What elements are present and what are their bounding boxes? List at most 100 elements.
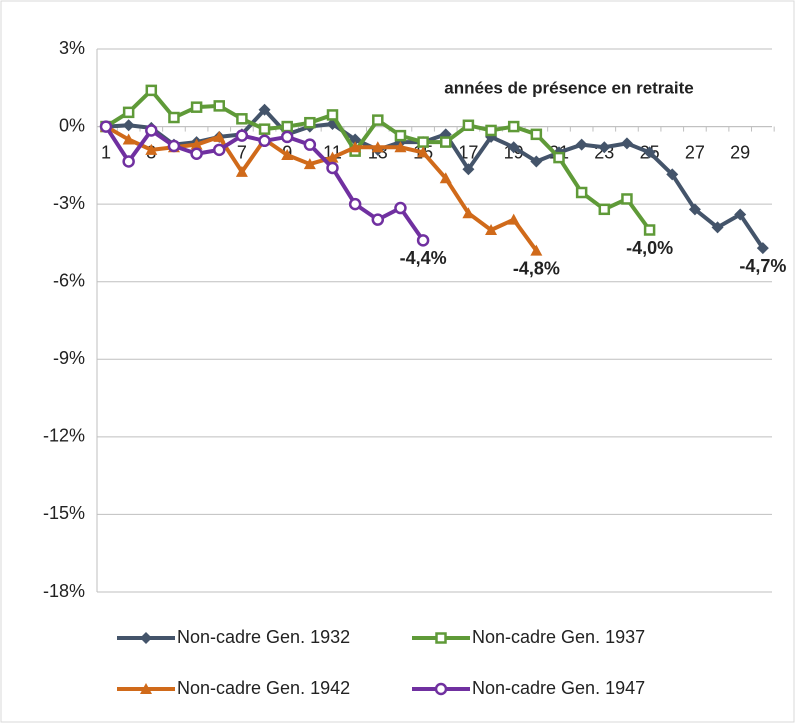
marker: [553, 151, 565, 164]
y-tick-label: -18%: [43, 581, 85, 601]
marker: [530, 155, 543, 168]
y-tick-label: -15%: [43, 503, 85, 523]
y-tick-label: 3%: [59, 38, 85, 58]
x-tick-label: 17: [458, 142, 478, 162]
series: -4,0%: [100, 84, 673, 258]
marker: [122, 106, 135, 119]
marker: [281, 149, 294, 161]
marker: [507, 213, 520, 225]
marker: [417, 136, 429, 148]
marker: [348, 197, 362, 211]
marker: [122, 133, 135, 145]
marker: [303, 158, 316, 170]
marker: [575, 138, 588, 151]
marker: [530, 244, 543, 256]
x-tick-label: 7: [237, 142, 247, 162]
marker: [213, 143, 226, 157]
x-tick-label: 29: [730, 142, 750, 162]
marker: [167, 139, 181, 153]
legend-label: Non-cadre Gen. 1937: [472, 627, 645, 647]
y-tick-label: -12%: [43, 426, 85, 446]
marker: [434, 682, 448, 696]
end-label: -4,8%: [513, 258, 560, 278]
marker: [213, 130, 226, 142]
chart-title: années de présence en retraite: [444, 78, 693, 97]
marker: [349, 141, 362, 153]
marker: [145, 143, 158, 155]
marker: [258, 103, 271, 116]
legend-label: Non-cadre Gen. 1947: [472, 678, 645, 698]
marker: [394, 141, 407, 153]
marker: [666, 168, 679, 181]
marker: [688, 203, 701, 216]
marker: [372, 114, 384, 126]
end-label: -4,7%: [739, 256, 786, 276]
x-tick-label: 1: [101, 142, 111, 162]
marker: [258, 123, 271, 135]
marker: [190, 147, 203, 160]
marker: [235, 165, 248, 177]
marker: [462, 207, 475, 219]
marker: [598, 203, 611, 216]
marker: [168, 111, 180, 124]
marker: [99, 120, 113, 133]
marker: [190, 138, 203, 150]
legend-label: Non-cadre Gen. 1932: [177, 627, 350, 647]
end-label: -4,0%: [626, 238, 673, 258]
marker: [326, 161, 339, 175]
marker: [236, 113, 248, 125]
marker: [485, 124, 497, 137]
marker: [575, 186, 588, 199]
marker: [326, 151, 339, 163]
marker: [643, 224, 656, 236]
marker: [235, 129, 249, 142]
marker: [417, 146, 430, 158]
marker: [756, 242, 769, 255]
marker: [598, 141, 611, 154]
marker: [371, 141, 384, 153]
marker: [620, 137, 633, 150]
marker: [734, 208, 747, 221]
marker: [304, 116, 316, 129]
marker: [145, 124, 158, 137]
marker: [122, 119, 135, 132]
marker: [439, 172, 452, 184]
marker: [485, 224, 498, 235]
marker: [435, 632, 447, 644]
y-tick-label: -6%: [53, 270, 85, 290]
end-label: -4,4%: [400, 248, 447, 268]
marker: [213, 100, 225, 112]
marker: [281, 120, 293, 133]
marker: [462, 163, 475, 176]
x-tick-label: 27: [685, 142, 705, 162]
marker: [507, 120, 520, 133]
marker: [145, 84, 158, 97]
marker: [190, 101, 203, 113]
marker: [394, 129, 407, 142]
marker: [258, 134, 271, 148]
series: -4,4%: [99, 120, 447, 268]
legend-label: Non-cadre Gen. 1942: [177, 678, 350, 698]
marker: [122, 155, 135, 168]
marker: [440, 136, 452, 148]
marker: [371, 213, 385, 226]
marker: [530, 128, 543, 141]
marker: [394, 201, 407, 215]
y-tick-label: -9%: [53, 348, 85, 368]
marker: [140, 632, 152, 644]
y-tick-label: -3%: [53, 193, 85, 213]
marker: [643, 146, 656, 159]
marker: [349, 133, 362, 146]
marker: [462, 119, 475, 132]
marker: [326, 109, 339, 121]
marker: [303, 138, 317, 151]
marker: [621, 193, 633, 205]
marker: [507, 141, 520, 154]
marker: [711, 221, 724, 234]
marker: [140, 683, 152, 694]
y-tick-label: 0%: [59, 115, 85, 135]
marker: [416, 234, 430, 247]
marker: [280, 130, 294, 144]
